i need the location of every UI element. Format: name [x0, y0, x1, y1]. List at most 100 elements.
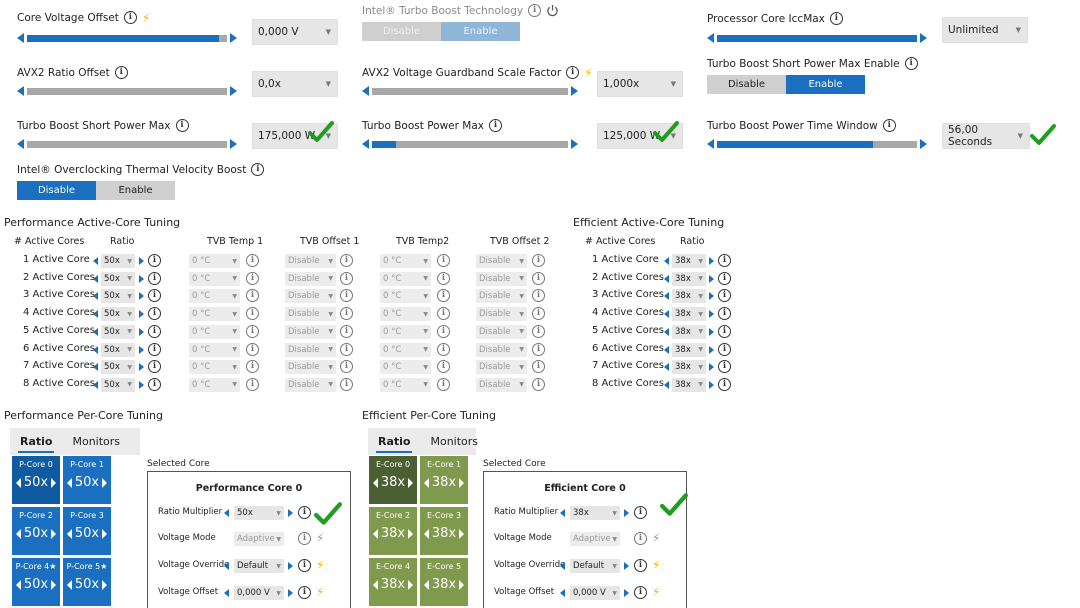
decrease-arrow-icon[interactable] [664, 327, 669, 336]
p-core-tile[interactable]: P-Core 5★ 50x [63, 558, 111, 606]
info-icon[interactable]: i [882, 119, 896, 132]
info-icon[interactable]: i [340, 289, 353, 303]
tb-power-time-window-slider[interactable] [707, 139, 927, 149]
info-icon[interactable]: i [566, 66, 580, 79]
info-icon[interactable]: i [718, 307, 731, 321]
slider-increase-icon[interactable] [230, 139, 237, 149]
info-icon[interactable]: i [246, 377, 259, 391]
avx2-voltage-guardband-dropdown[interactable]: 1,000x ▼ [597, 71, 683, 97]
tvb-offset2-dropdown[interactable]: Disable ▼ [476, 271, 527, 286]
info-icon[interactable]: i [718, 289, 731, 303]
turbo-boost-enable-option[interactable]: Enable [441, 22, 520, 41]
info-icon[interactable]: i [437, 307, 450, 321]
decrease-arrow-icon[interactable] [93, 257, 98, 265]
decrease-arrow-icon[interactable] [93, 310, 98, 319]
core-voltage-offset-slider[interactable] [17, 33, 237, 43]
core-voltage-offset-dropdown[interactable]: 0,000 V ▼ [252, 19, 338, 45]
info-icon[interactable]: i [298, 559, 311, 572]
info-icon[interactable]: i [114, 66, 128, 79]
slider-decrease-icon[interactable] [362, 139, 369, 149]
decrease-arrow-icon[interactable] [93, 363, 98, 372]
increase-arrow-icon[interactable] [709, 257, 714, 265]
info-icon[interactable]: i [148, 271, 161, 285]
processor-iccmax-slider[interactable] [707, 33, 927, 43]
info-icon[interactable]: i [532, 289, 545, 303]
decrease-arrow-icon[interactable] [664, 310, 669, 319]
info-icon[interactable]: i [532, 271, 545, 285]
tvb-offset1-dropdown[interactable]: Disable ▼ [285, 377, 336, 392]
info-icon[interactable]: i [528, 4, 542, 17]
decrease-arrow-icon[interactable] [664, 380, 669, 389]
info-icon[interactable]: i [532, 307, 545, 321]
decrease-arrow-icon[interactable] [372, 528, 378, 539]
tb-short-power-max-enable-toggle[interactable]: Disable Enable [707, 75, 865, 94]
tvb-temp1-dropdown[interactable]: 0 °C ▼ [189, 271, 240, 286]
slider-decrease-icon[interactable] [707, 139, 714, 149]
thermal-velocity-boost-toggle[interactable]: Disable Enable [17, 181, 175, 200]
decrease-arrow-icon[interactable] [224, 589, 229, 597]
tvb-temp1-dropdown[interactable]: 0 °C ▼ [189, 377, 240, 392]
tvb-offset2-dropdown[interactable]: Disable ▼ [476, 307, 527, 322]
info-icon[interactable]: i [246, 289, 259, 303]
info-icon[interactable]: i [246, 254, 259, 267]
field-dropdown[interactable]: 0,000 V ▼ [234, 586, 284, 600]
tvb-offset1-dropdown[interactable]: Disable ▼ [285, 254, 336, 268]
slider-decrease-icon[interactable] [17, 86, 24, 96]
tb-power-max-dropdown[interactable]: 125,000 W ▼ [597, 123, 683, 149]
decrease-arrow-icon[interactable] [372, 477, 378, 488]
decrease-arrow-icon[interactable] [93, 274, 98, 283]
tvb-temp1-dropdown[interactable]: 0 °C ▼ [189, 289, 240, 304]
info-icon[interactable]: i [489, 119, 502, 132]
info-icon[interactable]: i [340, 271, 353, 285]
field-dropdown[interactable]: Adaptive ▼ [570, 532, 620, 546]
tvb-temp1-dropdown[interactable]: 0 °C ▼ [189, 324, 240, 339]
info-icon[interactable]: i [904, 57, 918, 70]
ratio-dropdown[interactable]: 50x ▼ [101, 254, 135, 268]
info-icon[interactable]: i [298, 532, 311, 545]
increase-arrow-icon[interactable] [102, 477, 108, 488]
slider-increase-icon[interactable] [920, 33, 927, 43]
decrease-arrow-icon[interactable] [224, 509, 229, 517]
tb-short-power-max-slider[interactable] [17, 139, 237, 149]
increase-arrow-icon[interactable] [459, 528, 465, 539]
info-icon[interactable]: i [634, 532, 647, 545]
increase-arrow-icon[interactable] [459, 477, 465, 488]
increase-arrow-icon[interactable] [139, 310, 144, 319]
increase-arrow-icon[interactable] [624, 562, 629, 570]
slider-decrease-icon[interactable] [362, 86, 369, 96]
increase-arrow-icon[interactable] [709, 345, 714, 354]
decrease-arrow-icon[interactable] [423, 477, 429, 488]
avx2-ratio-offset-slider[interactable] [17, 86, 237, 96]
e-core-tile[interactable]: E-Core 2 38x [369, 507, 417, 555]
increase-arrow-icon[interactable] [709, 363, 714, 372]
e-core-tile[interactable]: E-Core 5 38x [420, 558, 468, 606]
info-icon[interactable]: i [634, 559, 647, 572]
tvb-offset1-dropdown[interactable]: Disable ▼ [285, 271, 336, 286]
increase-arrow-icon[interactable] [709, 310, 714, 319]
e-core-tile[interactable]: E-Core 3 38x [420, 507, 468, 555]
e-core-tile[interactable]: E-Core 0 38x [369, 456, 417, 504]
tb-power-time-window-dropdown[interactable]: 56,00 Seconds ▼ [942, 123, 1030, 149]
avx2-ratio-offset-dropdown[interactable]: 0,0x ▼ [252, 71, 338, 97]
decrease-arrow-icon[interactable] [560, 562, 565, 570]
info-icon[interactable]: i [437, 377, 450, 391]
decrease-arrow-icon[interactable] [664, 345, 669, 354]
increase-arrow-icon[interactable] [709, 292, 714, 301]
info-icon[interactable]: i [246, 307, 259, 321]
e-core-tile[interactable]: E-Core 1 38x [420, 456, 468, 504]
slider-increase-icon[interactable] [571, 86, 578, 96]
increase-arrow-icon[interactable] [139, 345, 144, 354]
info-icon[interactable]: i [340, 307, 353, 321]
tvb-temp1-dropdown[interactable]: 0 °C ▼ [189, 254, 240, 268]
info-icon[interactable]: i [718, 324, 731, 338]
increase-arrow-icon[interactable] [408, 477, 414, 488]
decrease-arrow-icon[interactable] [560, 509, 565, 517]
tvb-offset1-dropdown[interactable]: Disable ▼ [285, 307, 336, 322]
decrease-arrow-icon[interactable] [66, 579, 72, 590]
info-icon[interactable]: i [718, 377, 731, 391]
field-dropdown[interactable]: Default ▼ [570, 559, 620, 573]
increase-arrow-icon[interactable] [624, 589, 629, 597]
tvb-temp2-dropdown[interactable]: 0 °C ▼ [380, 324, 431, 339]
ratio-dropdown[interactable]: 50x ▼ [101, 289, 135, 304]
info-icon[interactable]: i [532, 324, 545, 338]
